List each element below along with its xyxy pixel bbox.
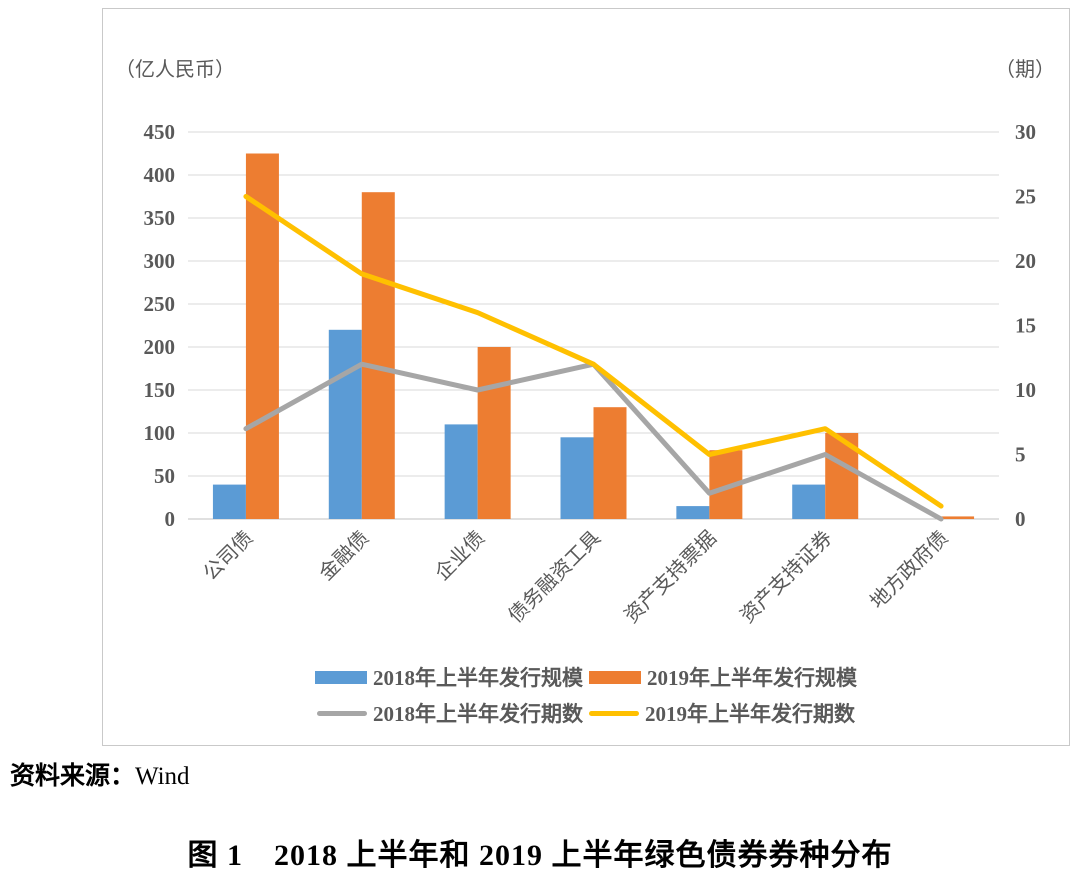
left-axis-tick-label: 0 bbox=[165, 507, 176, 531]
left-axis-tick-label: 50 bbox=[154, 464, 175, 488]
legend-swatch-2019-issue-scale bbox=[589, 670, 641, 684]
left-axis-tick-label: 400 bbox=[144, 163, 176, 187]
category-label: 地方政府债 bbox=[866, 526, 953, 613]
bar-2018年上半年发行规模 bbox=[212, 484, 246, 519]
bar-2018年上半年发行规模 bbox=[560, 437, 594, 519]
legend-swatch-2018-issue-count bbox=[317, 710, 367, 716]
left-axis-unit-label: （亿人民币） bbox=[115, 59, 235, 81]
bar-2018年上半年发行规模 bbox=[676, 506, 710, 519]
bar-2019年上半年发行规模 bbox=[941, 516, 975, 519]
figure-caption: 图 1 2018 上半年和 2019 上半年绿色债券券种分布 bbox=[187, 839, 893, 872]
legend-row-bars: 2018年上半年发行规模 2019年上半年发行规模 bbox=[103, 659, 1069, 695]
category-label: 资产支持票据 bbox=[620, 526, 721, 627]
category-label: 公司债 bbox=[199, 526, 258, 585]
legend-label-2019-issue-scale: 2019年上半年发行规模 bbox=[647, 666, 857, 690]
bar-2019年上半年发行规模 bbox=[593, 407, 627, 519]
chart-panel: （亿人民币） （期） 450 400 350 300 250 200 150 100 50 0 30… bbox=[102, 8, 1070, 746]
left-axis-tick-label: 200 bbox=[144, 335, 176, 359]
source-note: 资料来源：Wind bbox=[10, 756, 190, 792]
bar-2018年上半年发行规模 bbox=[444, 424, 478, 519]
source-note-label: 资料来源： bbox=[10, 763, 136, 790]
right-axis-tick-label: 10 bbox=[1015, 378, 1036, 402]
legend-swatch-2019-issue-count bbox=[589, 710, 639, 716]
left-axis-tick-label: 300 bbox=[144, 249, 176, 273]
left-axis-tick-label: 250 bbox=[144, 292, 176, 316]
category-label: 债务融资工具 bbox=[504, 526, 605, 627]
right-axis-tick-label: 5 bbox=[1015, 443, 1026, 467]
legend-swatch-2018-issue-scale bbox=[315, 670, 367, 684]
left-axis-tick-label: 350 bbox=[144, 206, 176, 230]
chart-legend: 2018年上半年发行规模 2019年上半年发行规模 2018年上半年发行期数 2… bbox=[103, 659, 1069, 731]
right-axis-tick-label: 15 bbox=[1015, 314, 1036, 338]
combo-chart: 450400350300250200150100500302520151050公… bbox=[144, 120, 1037, 627]
line-2019年上半年发行期数 bbox=[243, 194, 944, 509]
source-note-value: Wind bbox=[135, 763, 190, 790]
category-label: 金融债 bbox=[315, 526, 374, 585]
bar-2018年上半年发行规模 bbox=[792, 484, 826, 519]
category-label: 企业债 bbox=[430, 526, 489, 585]
category-label: 资产支持证券 bbox=[736, 526, 837, 627]
legend-label-2019-issue-count: 2019年上半年发行期数 bbox=[645, 702, 855, 726]
left-axis-tick-label: 450 bbox=[144, 120, 176, 144]
legend-row-lines: 2018年上半年发行期数 2019年上半年发行期数 bbox=[103, 695, 1069, 731]
left-axis-tick-label: 150 bbox=[144, 378, 176, 402]
bar-2019年上半年发行规模 bbox=[361, 192, 395, 519]
right-axis-tick-label: 25 bbox=[1015, 185, 1036, 209]
left-axis-tick-label: 100 bbox=[144, 421, 176, 445]
legend-label-2018-issue-count: 2018年上半年发行期数 bbox=[373, 702, 583, 726]
right-axis-tick-label: 0 bbox=[1015, 507, 1026, 531]
right-axis-tick-label: 30 bbox=[1015, 120, 1036, 144]
legend-label-2018-issue-scale: 2018年上半年发行规模 bbox=[373, 666, 583, 690]
right-axis-unit-label: （期） bbox=[995, 59, 1055, 81]
bar-2018年上半年发行规模 bbox=[328, 329, 362, 519]
bar-2019年上半年发行规模 bbox=[477, 347, 511, 519]
right-axis-tick-label: 20 bbox=[1015, 249, 1036, 273]
